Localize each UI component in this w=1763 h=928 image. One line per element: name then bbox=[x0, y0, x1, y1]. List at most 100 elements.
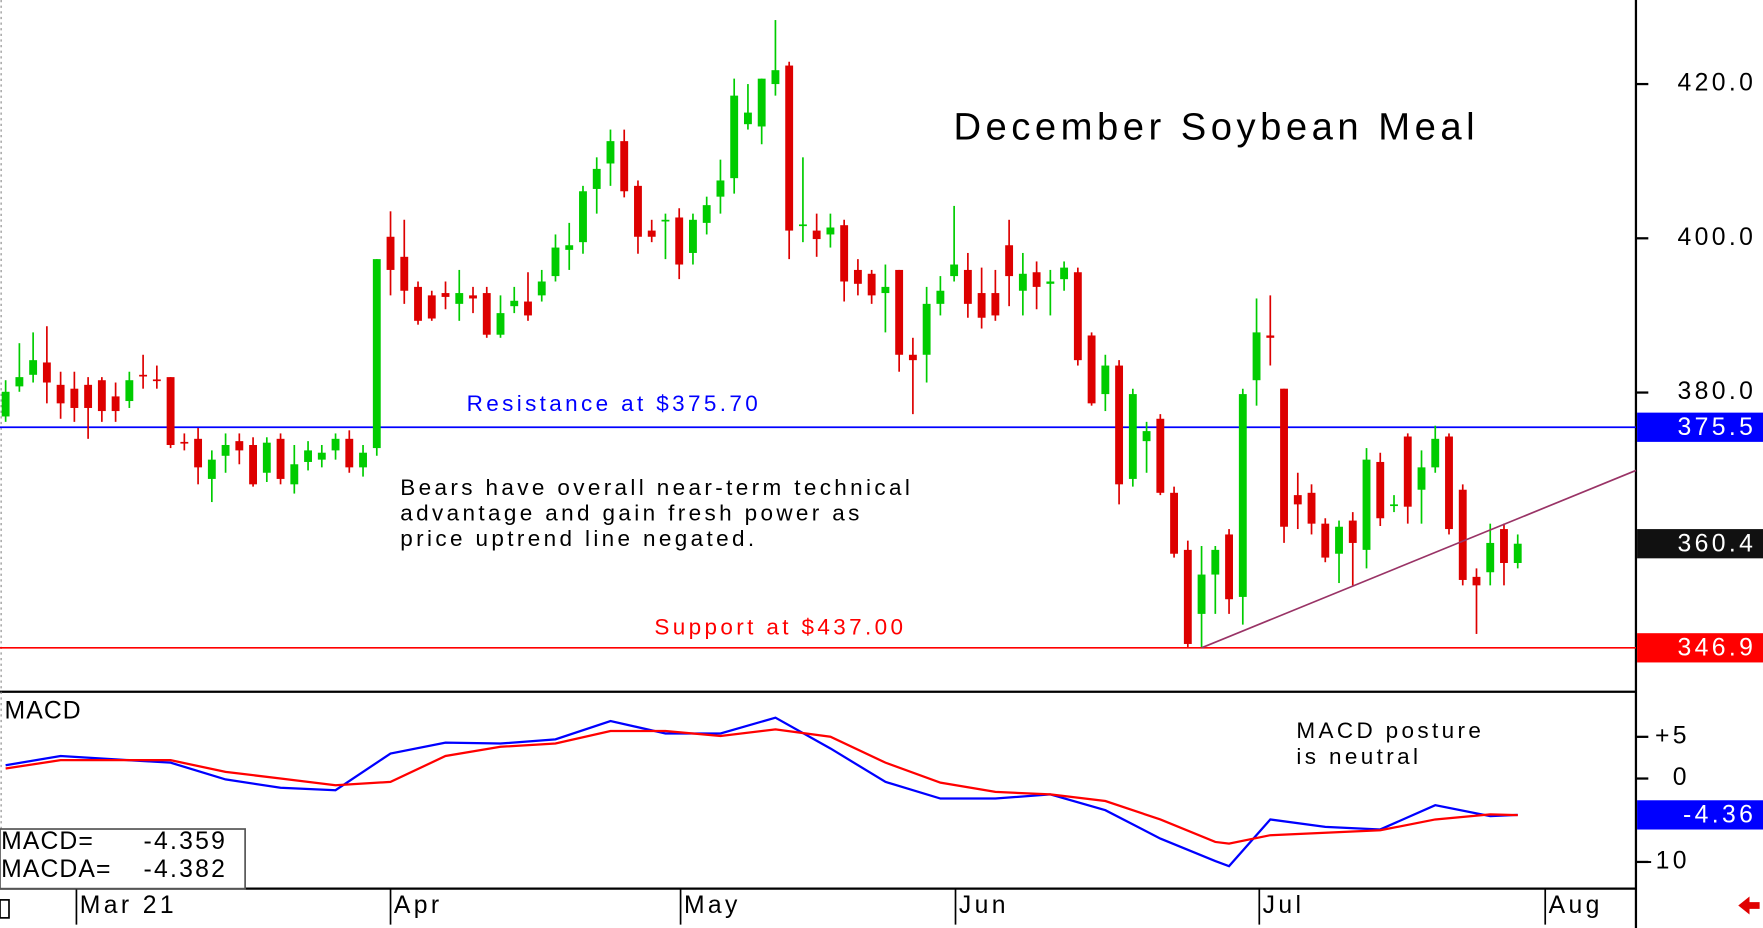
price-marker-label: 346.9 bbox=[1678, 634, 1757, 661]
candle-body bbox=[400, 256, 409, 291]
candle-body bbox=[565, 245, 574, 250]
readout-value: -4.382 bbox=[143, 856, 227, 883]
candle-body bbox=[249, 444, 258, 485]
candle-body bbox=[592, 168, 601, 189]
candle-body bbox=[510, 300, 519, 307]
candle-body bbox=[1293, 495, 1302, 505]
candle-body bbox=[455, 293, 464, 304]
candle-body bbox=[744, 112, 752, 125]
candle-body bbox=[950, 264, 959, 277]
candle-body bbox=[125, 380, 134, 402]
x-tick-label: Apr bbox=[394, 892, 443, 919]
candle-body bbox=[414, 286, 422, 321]
candle-body bbox=[56, 384, 65, 404]
candle-body bbox=[1238, 394, 1247, 597]
candle-body bbox=[1280, 388, 1288, 527]
candle-body bbox=[785, 65, 794, 231]
candle-body bbox=[936, 290, 945, 304]
candle-body bbox=[716, 180, 725, 197]
candle-body bbox=[262, 442, 271, 473]
scroll-icon bbox=[0, 899, 10, 919]
candle-body bbox=[1266, 335, 1275, 338]
macd-y-tick-label: -10 bbox=[1644, 847, 1690, 874]
candle-body bbox=[1032, 272, 1041, 287]
readout-name: MACDA= bbox=[1, 856, 112, 883]
candle-body bbox=[1211, 549, 1220, 575]
candle-body bbox=[180, 441, 189, 444]
candle-body bbox=[661, 219, 670, 222]
candle-body bbox=[1087, 335, 1096, 404]
candle-body bbox=[1362, 459, 1371, 550]
candle-body bbox=[524, 301, 532, 316]
candle-body bbox=[1142, 431, 1151, 442]
candle-body bbox=[812, 230, 821, 240]
candle-body bbox=[372, 259, 381, 449]
candle-body bbox=[207, 459, 216, 479]
x-tick-label: Mar 21 bbox=[80, 892, 177, 919]
candle-body bbox=[1197, 574, 1206, 614]
y-tick-label: 400.0 bbox=[1678, 224, 1757, 251]
macd-y-tick-label: +5 bbox=[1655, 722, 1690, 749]
candle-body bbox=[1225, 534, 1233, 600]
candle-body bbox=[1005, 245, 1014, 277]
candle-body bbox=[482, 293, 491, 335]
candle-body bbox=[537, 281, 546, 296]
readout-value: -4.359 bbox=[143, 828, 227, 855]
candle-body bbox=[1252, 332, 1261, 381]
candle-body bbox=[1403, 436, 1412, 507]
candle-body bbox=[620, 141, 629, 192]
candle-body bbox=[276, 438, 285, 479]
y-tick-label: 420.0 bbox=[1678, 70, 1757, 97]
price-marker-box bbox=[1637, 633, 1763, 663]
chart-title: December Soybean Meal bbox=[953, 105, 1479, 148]
candle-body bbox=[634, 185, 642, 237]
candle-body bbox=[1018, 273, 1027, 291]
x-tick-label: Aug bbox=[1549, 892, 1603, 919]
candle-body bbox=[963, 269, 972, 304]
candle-body bbox=[29, 360, 38, 375]
candle-body bbox=[221, 444, 230, 456]
price-marker-label: 360.4 bbox=[1678, 530, 1757, 557]
candle-body bbox=[304, 450, 312, 462]
candle-body bbox=[840, 225, 849, 282]
candle-body bbox=[922, 303, 931, 355]
candle-body bbox=[1046, 281, 1055, 284]
candle-body bbox=[675, 217, 684, 265]
candle-body bbox=[345, 438, 354, 468]
candle-body bbox=[97, 380, 106, 412]
macd-marker-box bbox=[1637, 800, 1763, 830]
candle-body bbox=[427, 295, 436, 319]
macd-marker-label: -4.36 bbox=[1683, 802, 1756, 829]
candle-body bbox=[1486, 542, 1495, 573]
candle-body bbox=[386, 236, 395, 270]
candle-body bbox=[1101, 365, 1110, 395]
readout-box bbox=[0, 828, 246, 890]
candle-body bbox=[1458, 489, 1467, 580]
candle-body bbox=[331, 438, 340, 451]
candle-body bbox=[1156, 418, 1165, 493]
price-marker-box bbox=[1637, 529, 1763, 559]
candle-body bbox=[1073, 272, 1082, 361]
candle-body bbox=[139, 374, 148, 377]
candle-body bbox=[867, 273, 876, 296]
candle-body bbox=[1115, 365, 1124, 485]
candle-body bbox=[1335, 526, 1343, 554]
candle-body bbox=[1431, 438, 1440, 468]
annotation: advantage and gain fresh power as bbox=[400, 501, 862, 526]
candle-body bbox=[908, 354, 917, 361]
candle-body bbox=[1128, 394, 1137, 479]
trendline bbox=[1201, 469, 1637, 649]
macd-line bbox=[5, 728, 1518, 845]
candle-body bbox=[551, 247, 560, 277]
candle-body bbox=[290, 464, 299, 485]
candle-body bbox=[853, 269, 862, 284]
candle-body bbox=[359, 452, 367, 468]
candle-body bbox=[166, 377, 175, 445]
candle-body bbox=[689, 219, 697, 253]
candle-body bbox=[977, 293, 986, 318]
candle-body bbox=[1417, 467, 1426, 490]
candle-body bbox=[1390, 504, 1398, 507]
candle-body bbox=[1307, 492, 1316, 524]
price-marker-label: 375.5 bbox=[1678, 414, 1757, 441]
